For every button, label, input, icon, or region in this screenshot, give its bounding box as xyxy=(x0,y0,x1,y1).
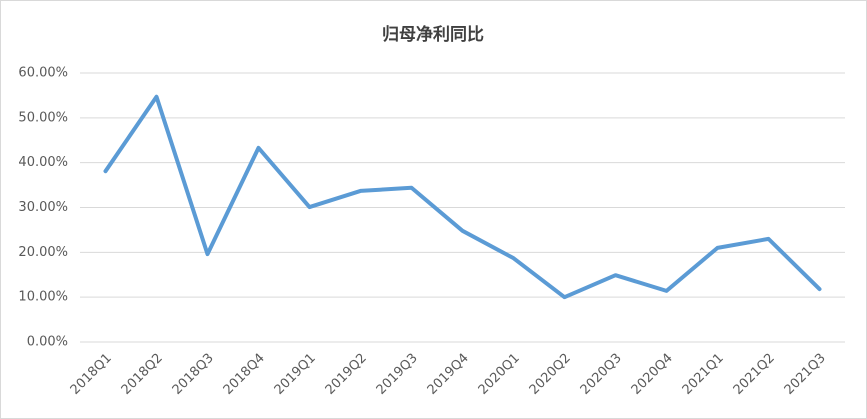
chart-title: 归母净利同比 xyxy=(382,24,484,45)
y-tick-label: 0.00% xyxy=(27,335,68,350)
y-tick-label: 10.00% xyxy=(18,290,68,305)
y-tick-label: 50.00% xyxy=(18,110,68,125)
y-tick-label: 30.00% xyxy=(18,200,68,215)
y-tick-label: 20.00% xyxy=(18,245,68,260)
y-tick-label: 40.00% xyxy=(18,155,68,170)
data-line xyxy=(103,94,822,300)
y-tick-label: 60.00% xyxy=(18,66,68,81)
